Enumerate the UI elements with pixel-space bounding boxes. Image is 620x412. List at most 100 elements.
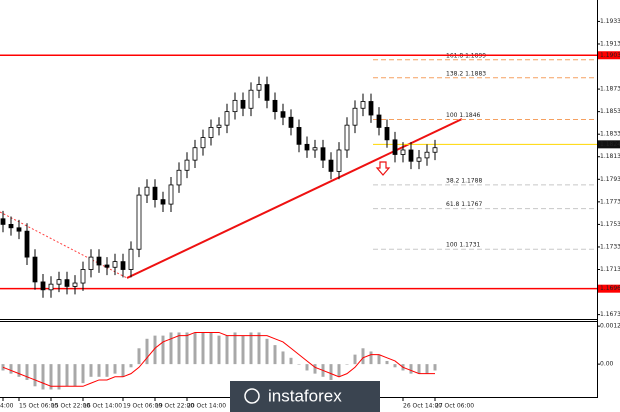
fib-label: 100 1.1846 xyxy=(446,112,481,119)
candle-body xyxy=(80,269,86,284)
x-tick-label: 27 Oct 06:00 xyxy=(435,403,474,410)
macd-bar xyxy=(161,335,165,365)
macd-bar xyxy=(89,364,93,377)
down-arrow xyxy=(375,161,391,176)
candle-body xyxy=(368,101,374,116)
watermark-banner xyxy=(230,381,380,412)
last-price-box xyxy=(598,140,620,149)
candle-body xyxy=(272,99,278,113)
macd-bar xyxy=(137,348,141,365)
candle-body xyxy=(256,84,262,91)
level-box xyxy=(598,51,620,60)
candle-body xyxy=(384,127,390,141)
fib-label: 61.8 1.1767 xyxy=(446,201,482,208)
candle-body xyxy=(416,157,422,162)
macd-bar xyxy=(273,345,277,365)
candle-body xyxy=(408,149,414,162)
macd-bar xyxy=(9,364,13,374)
candle-body xyxy=(216,124,222,128)
macd-bar xyxy=(249,332,253,365)
trendline xyxy=(126,118,463,279)
candle-body xyxy=(160,199,166,205)
candle-body xyxy=(336,149,342,172)
candle-body xyxy=(192,147,198,161)
candle-body xyxy=(208,127,214,138)
level-label: 1.1903 xyxy=(600,52,620,59)
y-tick-label: 1.1813 xyxy=(600,153,620,160)
macd-bar xyxy=(433,364,437,371)
candle-body xyxy=(280,111,286,118)
x-tick-label: 4:00 xyxy=(0,403,14,410)
candle-body xyxy=(432,147,438,153)
x-tick-label: 16 Oct 14:00 xyxy=(83,403,122,410)
macd-bar xyxy=(185,332,189,365)
fib-label: 100 1.1731 xyxy=(446,242,481,249)
macd-bar xyxy=(345,364,349,365)
x-tick-label: 26 Oct 14:00 xyxy=(403,403,442,410)
candle-body xyxy=(64,279,70,287)
macd-bar xyxy=(217,335,221,365)
candle-body xyxy=(144,186,150,196)
macd-y-tick-label: 0.00 xyxy=(600,361,614,368)
y-tick-label: 1.1833 xyxy=(600,131,620,138)
macd-bar xyxy=(337,364,341,377)
level-label: 1.1696 xyxy=(600,285,620,292)
candle-body xyxy=(176,169,182,186)
macd-bar xyxy=(265,338,269,365)
candle-body xyxy=(424,151,430,159)
candle-body xyxy=(128,248,134,270)
macd-bar xyxy=(241,335,245,365)
candle-body xyxy=(96,256,102,266)
macd-bar xyxy=(73,364,77,387)
macd-bar xyxy=(169,332,173,365)
candle-body xyxy=(104,264,110,268)
candle-body xyxy=(248,89,254,109)
macd-bar xyxy=(297,364,301,365)
macd-bar xyxy=(329,364,333,380)
macd-bar xyxy=(25,364,29,380)
macd-bar xyxy=(393,364,397,368)
macd-bar xyxy=(193,332,197,365)
macd-bar xyxy=(33,364,37,387)
candle-body xyxy=(232,99,238,113)
macd-bar xyxy=(377,354,381,365)
macd-bar xyxy=(289,357,293,365)
candle-body xyxy=(200,137,206,149)
candle-body xyxy=(0,218,6,225)
macd-bar xyxy=(353,354,357,365)
last-price-label: 1.1824 xyxy=(600,141,620,148)
candle-body xyxy=(304,143,310,151)
macd-bar xyxy=(417,364,421,374)
macd-bar xyxy=(105,364,109,377)
macd-bar xyxy=(305,364,309,371)
macd-bar xyxy=(113,364,117,374)
candle-body xyxy=(8,224,14,229)
macd-bar xyxy=(41,364,45,390)
y-tick-label: 1.1713 xyxy=(600,266,620,273)
candle-body xyxy=(136,194,142,250)
candle-body xyxy=(72,282,78,287)
y-tick-label: 1.1873 xyxy=(600,86,620,93)
y-tick-label: 1.1733 xyxy=(600,243,620,250)
macd-bar xyxy=(233,332,237,365)
candle-body xyxy=(328,159,334,172)
macd-bar xyxy=(81,364,85,384)
y-tick-label: 1.1853 xyxy=(600,108,620,115)
macd-bar xyxy=(17,364,21,377)
fib-label: 138.2 1.1883 xyxy=(446,70,486,77)
macd-y-tick-label: 0.0012 xyxy=(600,323,620,330)
candle-body xyxy=(240,99,246,109)
y-tick-label: 1.1753 xyxy=(600,221,620,228)
candle-body xyxy=(16,227,22,232)
macd-signal xyxy=(2,331,435,387)
y-tick-label: 1.1913 xyxy=(600,40,620,47)
x-tick-label: 19 Oct 06:00 xyxy=(123,403,162,410)
candle-body xyxy=(296,127,302,145)
macd-bar xyxy=(209,332,213,365)
candle-body xyxy=(24,230,30,258)
macd-bar xyxy=(49,364,53,390)
candle-body xyxy=(88,256,94,270)
candle-body xyxy=(264,84,270,101)
x-tick-label: 15 Oct 22:00 xyxy=(51,403,90,410)
candle-body xyxy=(56,279,62,285)
